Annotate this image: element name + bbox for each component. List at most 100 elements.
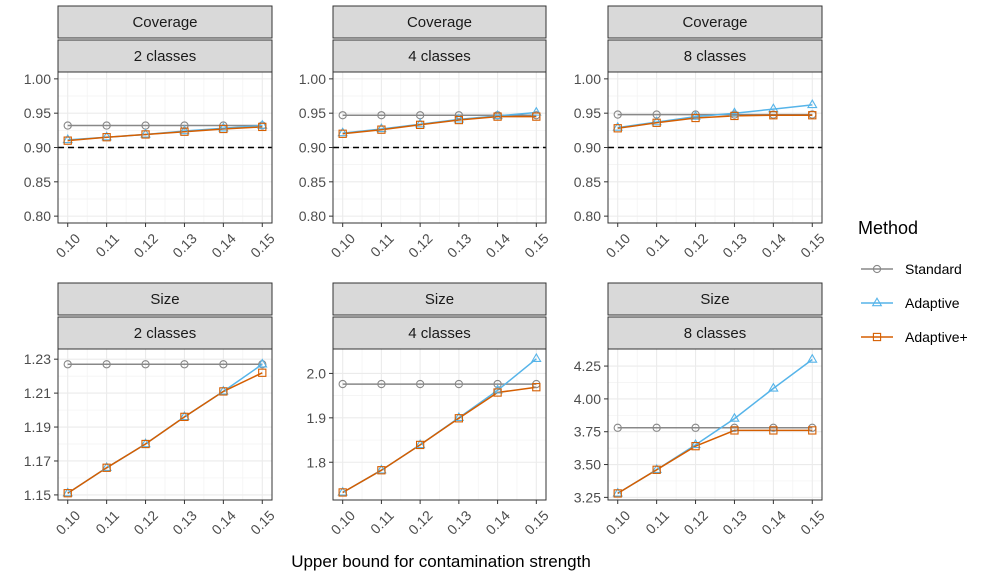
point-adaptive-plus bbox=[730, 111, 739, 121]
panel-strip bbox=[607, 39, 823, 73]
y-tick-label: 0.80 bbox=[299, 208, 326, 224]
x-tick-label: 0.15 bbox=[797, 507, 828, 538]
point-standard bbox=[454, 111, 464, 120]
panel-strip bbox=[332, 282, 547, 316]
point-standard bbox=[102, 360, 111, 369]
point-adaptive-plus bbox=[532, 112, 541, 121]
x-tick-label: 0.10 bbox=[328, 230, 359, 261]
series-line-adaptive-plus bbox=[617, 114, 813, 130]
y-tick-label: 0.85 bbox=[24, 174, 51, 190]
point-adaptive bbox=[179, 125, 190, 135]
point-adaptive bbox=[651, 463, 662, 473]
legend-key-marker bbox=[872, 332, 882, 342]
point-adaptive-plus bbox=[652, 465, 661, 474]
panel-strip bbox=[607, 282, 823, 316]
x-tick-label: 0.12 bbox=[130, 507, 161, 538]
legend-key-marker bbox=[871, 297, 883, 307]
point-standard bbox=[338, 111, 347, 120]
point-adaptive-plus bbox=[652, 118, 661, 127]
point-standard bbox=[258, 360, 267, 369]
panel-border bbox=[607, 71, 823, 224]
y-tick-label: 1.00 bbox=[299, 71, 326, 87]
panel-border bbox=[332, 348, 547, 501]
panel-1: Coverage 2 classes 0.80 0.85 0.90 0.95 1.00 0.1… bbox=[24, 5, 278, 261]
series-line-adaptive-plus bbox=[617, 429, 813, 495]
point-adaptive-plus bbox=[377, 466, 386, 475]
x-tick-label: 0.11 bbox=[92, 230, 122, 260]
y-tick-label: 3.50 bbox=[574, 457, 601, 473]
x-tick-label: 0.14 bbox=[482, 507, 513, 538]
point-standard bbox=[219, 360, 228, 369]
strip-label: Size bbox=[150, 291, 179, 308]
legend-label: Adaptive bbox=[905, 295, 960, 311]
x-tick-label: 0.12 bbox=[130, 230, 161, 261]
panel-strip bbox=[57, 282, 273, 316]
point-adaptive bbox=[531, 106, 542, 116]
point-adaptive bbox=[729, 412, 740, 422]
point-adaptive bbox=[337, 127, 348, 137]
y-tick-label: 3.25 bbox=[574, 489, 601, 505]
point-standard bbox=[613, 110, 622, 119]
y-tick-label: 0.85 bbox=[299, 174, 326, 190]
x-tick-label: 0.13 bbox=[719, 507, 750, 538]
point-adaptive-plus bbox=[691, 442, 700, 451]
point-adaptive bbox=[414, 118, 426, 128]
x-tick-label: 0.15 bbox=[797, 230, 828, 261]
point-adaptive bbox=[492, 110, 503, 120]
point-adaptive-plus bbox=[63, 136, 72, 145]
x-tick-label: 0.15 bbox=[247, 230, 278, 261]
point-adaptive bbox=[140, 128, 151, 138]
point-adaptive bbox=[612, 487, 624, 497]
point-standard bbox=[180, 121, 189, 130]
panel-strip bbox=[57, 39, 273, 73]
x-tick-label: 0.15 bbox=[521, 507, 552, 538]
y-tick-label: 0.95 bbox=[299, 105, 326, 121]
y-tick-label: 0.80 bbox=[24, 208, 51, 224]
panel-strip bbox=[332, 316, 547, 350]
x-tick-label: 0.15 bbox=[247, 507, 278, 538]
y-tick-label: 1.15 bbox=[24, 487, 51, 503]
point-adaptive-plus bbox=[102, 463, 111, 472]
x-tick-label: 0.12 bbox=[680, 507, 711, 538]
point-adaptive-plus bbox=[613, 489, 622, 498]
panel-strip bbox=[57, 316, 273, 350]
point-adaptive-plus bbox=[769, 426, 778, 435]
point-adaptive-plus bbox=[141, 130, 150, 139]
point-adaptive bbox=[376, 123, 387, 133]
point-adaptive bbox=[218, 122, 229, 132]
point-adaptive bbox=[256, 358, 268, 368]
point-standard bbox=[613, 423, 622, 432]
series-line-adaptive-plus bbox=[67, 126, 263, 142]
x-tick-label: 0.11 bbox=[642, 507, 672, 537]
point-adaptive-plus bbox=[180, 412, 189, 422]
strip-label: 2 classes bbox=[134, 48, 197, 65]
point-standard bbox=[377, 379, 386, 389]
point-standard bbox=[377, 111, 386, 120]
panel-strip bbox=[332, 5, 547, 39]
point-standard bbox=[180, 360, 189, 369]
x-tick-label: 0.13 bbox=[719, 230, 750, 261]
point-adaptive-plus bbox=[219, 387, 228, 396]
series-line-adaptive-plus bbox=[342, 115, 537, 135]
x-tick-label: 0.14 bbox=[482, 230, 513, 261]
point-adaptive-plus bbox=[808, 426, 817, 435]
point-standard bbox=[652, 423, 661, 432]
point-adaptive-plus bbox=[454, 115, 464, 125]
strip-label: 8 classes bbox=[684, 325, 747, 342]
x-tick-label: 0.14 bbox=[758, 230, 789, 261]
panel-4: Size 2 classes 1.15 1.17 1.19 1.21 1.23 0.10 0.1… bbox=[24, 282, 278, 538]
strip-label: Size bbox=[700, 291, 729, 308]
point-adaptive-plus bbox=[141, 439, 150, 449]
y-tick-label: 0.90 bbox=[299, 140, 326, 156]
strip-label: 2 classes bbox=[134, 325, 197, 342]
x-tick-label: 0.10 bbox=[603, 230, 634, 261]
point-standard bbox=[691, 423, 700, 432]
panel-border bbox=[57, 71, 273, 224]
point-standard bbox=[338, 379, 347, 389]
point-adaptive bbox=[612, 121, 624, 131]
x-tick-label: 0.13 bbox=[169, 507, 200, 538]
strip-label: Coverage bbox=[682, 14, 747, 31]
y-tick-label: 0.85 bbox=[574, 174, 601, 190]
point-adaptive bbox=[256, 119, 268, 129]
strip-label: 4 classes bbox=[408, 48, 471, 65]
